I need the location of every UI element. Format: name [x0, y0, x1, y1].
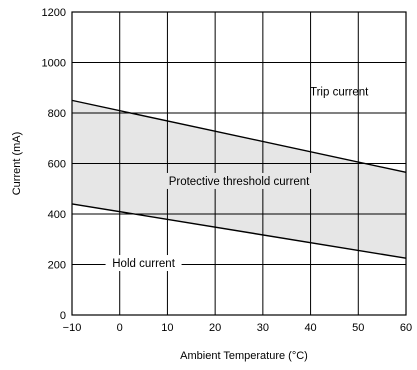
annotation-trip-current-label: Trip current [310, 86, 369, 98]
annotation-hold-current-label: Hold current [112, 258, 175, 270]
annotation-protective-threshold-label: Protective threshold current [169, 176, 310, 188]
annotation-hold-current: Hold current [105, 255, 182, 272]
trip-current-line [71, 99, 407, 174]
y-axis-title: Current (mA) [11, 132, 23, 196]
line-layer [71, 99, 407, 259]
x-tick-label: 20 [209, 322, 221, 334]
annotation-trip-current: Trip current [310, 86, 369, 98]
annotation-protective-threshold: Protective threshold current [149, 172, 329, 189]
x-tick-label: 10 [161, 322, 173, 334]
x-tick-label: 30 [257, 322, 269, 334]
x-axis-title: Ambient Temperature (°C) [180, 350, 308, 362]
x-tick-label: −10 [63, 322, 82, 334]
y-tick-label: 0 [60, 310, 66, 322]
annotation-band-background [149, 172, 329, 189]
y-tick-label: 1200 [42, 7, 66, 19]
annotation-hold-background [105, 255, 182, 272]
y-tick-label: 200 [48, 260, 66, 272]
y-tick-label: 600 [48, 159, 66, 171]
y-tick-label: 800 [48, 108, 66, 120]
x-tick-label: 50 [352, 322, 364, 334]
x-tick-label: 60 [400, 322, 412, 334]
y-tick-label: 1000 [42, 58, 66, 70]
hold-current-line [71, 203, 407, 259]
plot-frame [71, 11, 407, 316]
x-tick-label: 0 [117, 322, 123, 334]
x-tick-label: 40 [304, 322, 316, 334]
y-tick-label: 400 [48, 209, 66, 221]
